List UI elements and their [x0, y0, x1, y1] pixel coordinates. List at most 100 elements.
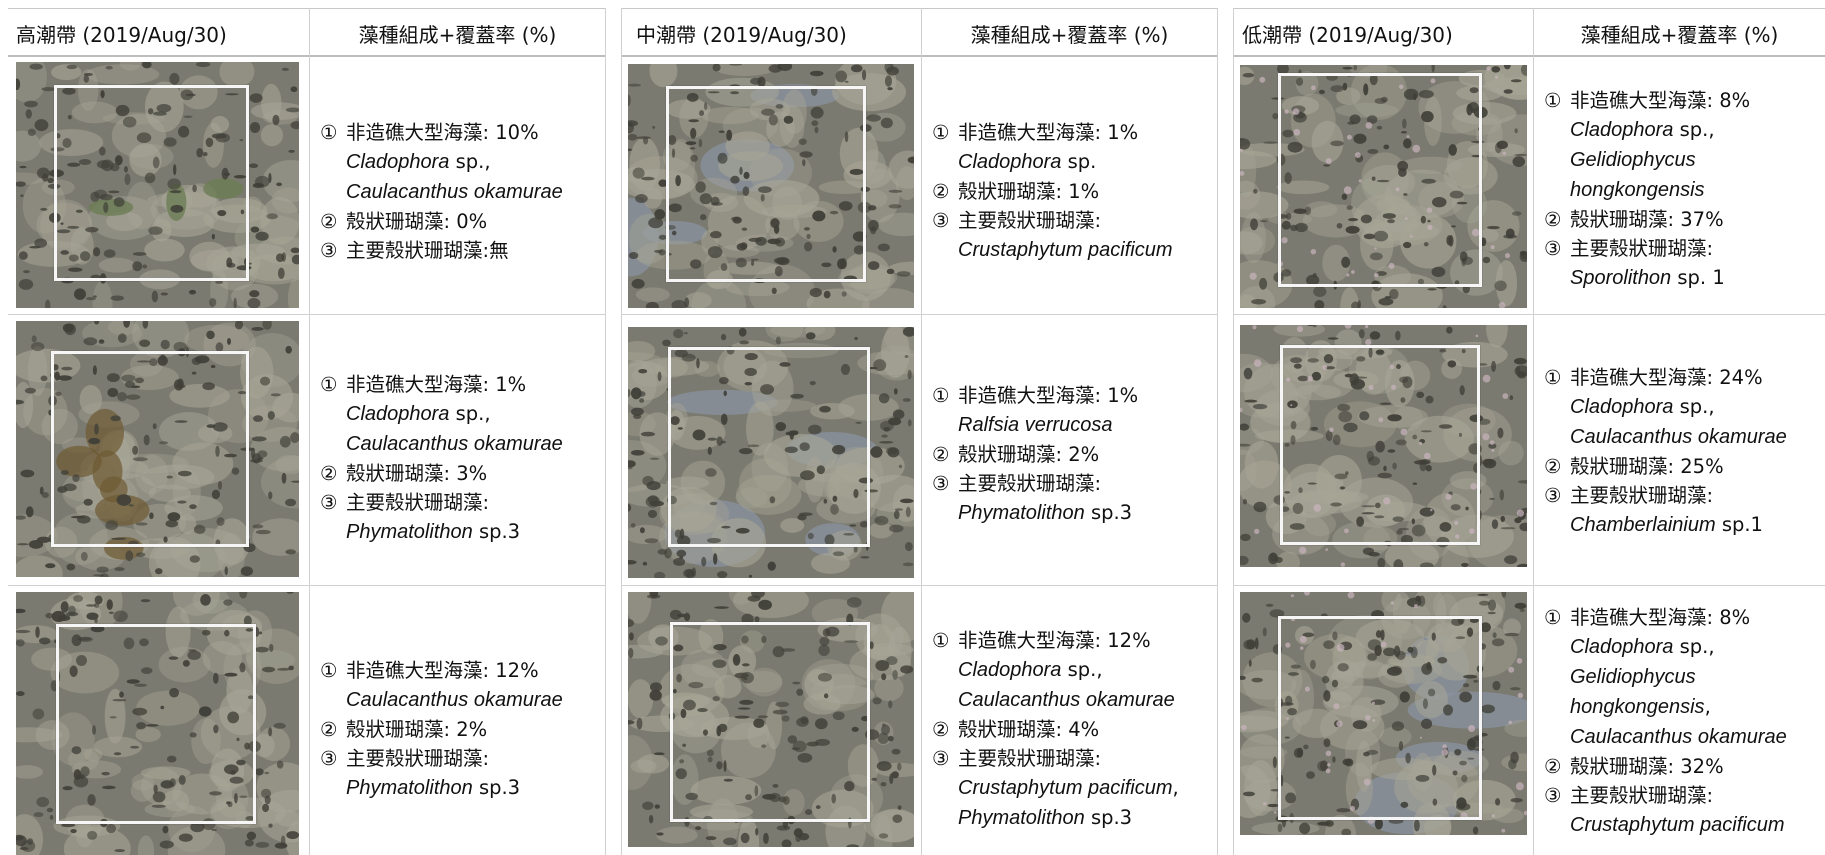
species-name: Caulacanthus okamurae [932, 685, 1179, 715]
species-name: hongkongensis [1544, 175, 1750, 205]
species-suffix: sp.3 [1084, 806, 1133, 829]
composition-item: ① 非造礁大型海藻: 12% [320, 656, 563, 685]
species-name: Crustaphytum pacificum [932, 235, 1173, 265]
composition-item: ② 殼狀珊瑚藻: 32% [1544, 752, 1787, 781]
species-text: Cladophora [1570, 119, 1674, 141]
panel-mid-tide: 中潮帶 (2019/Aug/30) 藻種組成+覆蓋率 (%) ① 非造礁大型海藻:… [621, 8, 1217, 855]
item-marker: ③ [1544, 237, 1562, 260]
species-suffix: sp., [1061, 658, 1103, 681]
item-marker: ① [320, 121, 338, 144]
species-name: Ralfsia verrucosa [932, 410, 1138, 440]
composition-item: ② 殼狀珊瑚藻: 37% [1544, 205, 1750, 234]
composition-item: ① 非造礁大型海藻: 8% [1544, 86, 1750, 115]
item-text: 非造礁大型海藻: 8% [1570, 89, 1751, 112]
species-text: Chamberlainium [1570, 514, 1716, 536]
species-name: Caulacanthus okamurae [320, 429, 563, 459]
quadrat-frame [1280, 345, 1480, 545]
species-suffix: sp. 1 [1671, 266, 1725, 289]
species-name: Phymatolithon sp.3 [932, 498, 1138, 528]
rock-texture [628, 592, 914, 847]
zone-title: 中潮帶 (2019/Aug/30) [636, 22, 847, 47]
quadrat-photo-mid-1 [628, 64, 914, 308]
item-text: 殼狀珊瑚藻: 4% [958, 718, 1100, 741]
quadrat-frame [56, 624, 256, 824]
composition-item: ③ 主要殼狀珊瑚藻: [1544, 481, 1787, 510]
rock-texture [628, 327, 914, 578]
species-text: Caulacanthus okamurae [1570, 426, 1787, 448]
species-text: Cladophora [958, 659, 1062, 681]
composition-cell: ① 非造礁大型海藻: 12% Caulacanthus okamurae ② 殼狀珊瑚藻… [320, 656, 563, 803]
item-marker: ③ [932, 472, 950, 495]
item-text: 殼狀珊瑚藻: 1% [958, 180, 1100, 203]
panel-divider [1217, 8, 1218, 855]
header-divider [8, 55, 605, 57]
item-marker: ③ [1544, 484, 1562, 507]
species-suffix: sp.3 [472, 776, 521, 799]
item-text: 殼狀珊瑚藻: 3% [346, 462, 488, 485]
species-suffix: sp. [1061, 150, 1097, 173]
item-text: 殼狀珊瑚藻: 2% [958, 443, 1100, 466]
item-text: 殼狀珊瑚藻: 0% [346, 210, 488, 233]
item-marker: ③ [932, 209, 950, 232]
species-text: Caulacanthus okamurae [346, 181, 563, 203]
composition-item: ③ 主要殼狀珊瑚藻: [320, 488, 563, 517]
species-name: Cladophora sp., [932, 655, 1179, 685]
composition-item: ③ 主要殼狀珊瑚藻: [1544, 234, 1750, 263]
species-text: Cladophora [346, 151, 450, 173]
composition-item: ③ 主要殼狀珊瑚藻: [932, 469, 1138, 498]
species-text: Caulacanthus okamurae [1570, 726, 1787, 748]
composition-item: ① 非造礁大型海藻: 1% [932, 118, 1173, 147]
species-text: Cladophora [958, 151, 1062, 173]
row-divider [1233, 314, 1825, 315]
species-suffix: sp., [449, 402, 491, 425]
quadrat-frame [1278, 73, 1482, 287]
item-text: 主要殼狀珊瑚藻: [346, 491, 490, 514]
item-text: 主要殼狀珊瑚藻: [346, 747, 490, 770]
item-marker: ② [932, 443, 950, 466]
quadrat-frame [54, 85, 249, 281]
header-divider [621, 55, 1217, 57]
item-marker: ③ [932, 747, 950, 770]
species-text: Gelidiophycus [1570, 149, 1696, 171]
composition-item: ② 殼狀珊瑚藻: 0% [320, 207, 563, 236]
species-name: Chamberlainium sp.1 [1544, 510, 1787, 540]
composition-cell: ① 非造礁大型海藻: 8% Cladophora sp., Gelidiophycus… [1544, 86, 1750, 293]
species-suffix: sp., [1673, 395, 1715, 418]
item-marker: ③ [320, 491, 338, 514]
species-name: Sporolithon sp. 1 [1544, 263, 1750, 293]
item-marker: ① [1544, 606, 1562, 629]
composition-item: ① 非造礁大型海藻: 12% [932, 626, 1179, 655]
item-marker: ② [320, 718, 338, 741]
item-marker: ② [932, 180, 950, 203]
composition-item: ① 非造礁大型海藻: 24% [1544, 363, 1787, 392]
composition-item: ③ 主要殼狀珊瑚藻: [1544, 781, 1787, 810]
item-text: 非造礁大型海藻: 8% [1570, 606, 1751, 629]
item-marker: ② [1544, 455, 1562, 478]
species-suffix: , [1704, 695, 1711, 718]
row-divider [1233, 585, 1825, 586]
item-text: 主要殼狀珊瑚藻: [1570, 784, 1714, 807]
quadrat-frame [1278, 616, 1482, 820]
species-name: Cladophora sp., [320, 147, 563, 177]
panel-high-tide: 高潮帶 (2019/Aug/30) 藻種組成+覆蓋率 (%) ① 非造礁大型海藻:… [8, 8, 605, 855]
species-text: Crustaphytum pacificum [1570, 814, 1785, 836]
composition-item: ③ 主要殼狀珊瑚藻: [932, 744, 1179, 773]
panel-divider [1233, 8, 1234, 855]
composition-item: ② 殼狀珊瑚藻: 2% [320, 715, 563, 744]
top-rule [8, 8, 605, 9]
quadrat-frame [51, 351, 249, 547]
species-text: Sporolithon [1570, 267, 1672, 289]
item-text: 主要殼狀珊瑚藻: [1570, 237, 1714, 260]
panel-divider [605, 8, 606, 855]
quadrat-photo-high-2 [16, 321, 299, 577]
quadrat-frame [668, 347, 870, 547]
item-text: 非造礁大型海藻: 1% [958, 384, 1139, 407]
item-marker: ② [1544, 208, 1562, 231]
composition-cell: ① 非造礁大型海藻: 12% Cladophora sp., Caulacanthus… [932, 626, 1179, 833]
composition-item: ② 殼狀珊瑚藻: 3% [320, 459, 563, 488]
column-divider [921, 8, 922, 855]
item-marker: ① [1544, 366, 1562, 389]
item-marker: ③ [320, 747, 338, 770]
composition-cell: ① 非造礁大型海藻: 8% Cladophora sp., Gelidiophycus… [1544, 603, 1787, 840]
composition-cell: ① 非造礁大型海藻: 1% Cladophora sp., Caulacanthus … [320, 370, 563, 547]
